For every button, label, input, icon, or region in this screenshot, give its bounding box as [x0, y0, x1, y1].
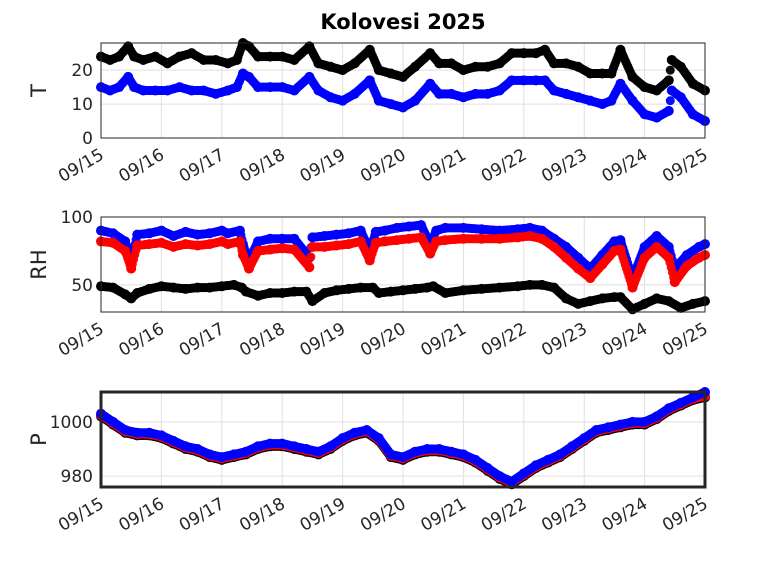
x-tick-label: 09/19: [297, 494, 349, 536]
panel-relative-humidity: 09/15 09/16 09/17 09/18 09/19 09/20 09/21 09/22…: [27, 208, 712, 361]
x-tick-label: 09/15: [55, 494, 107, 536]
y-axis-label: P: [27, 433, 51, 446]
x-tick-label: 09/24: [599, 319, 651, 361]
x-tick-label: 09/17: [176, 319, 228, 361]
x-tick-label: 09/19: [297, 319, 349, 361]
x-tick-label: 09/22: [478, 494, 530, 536]
x-tick-label: 09/25: [659, 319, 711, 361]
trace-marker: [665, 65, 675, 75]
panel-pressure: 09/15 09/16 09/17 09/18 09/19 09/20 09/21 09/22…: [27, 387, 712, 536]
y-tick-label: 50: [71, 276, 93, 296]
x-tick-label: 09/20: [357, 494, 409, 536]
x-tick-label: 09/19: [297, 145, 349, 187]
series-blue: [96, 68, 710, 127]
x-tick-label: 09/17: [176, 494, 228, 536]
x-tick-label: 09/17: [176, 145, 228, 187]
x-tick-label: 09/23: [538, 319, 590, 361]
trace-marker: [306, 252, 316, 262]
x-tick-label: 09/15: [55, 319, 107, 361]
x-tick-label: 09/15: [55, 145, 107, 187]
y-tick-label: 980: [61, 467, 93, 487]
trace-marker: [665, 96, 675, 106]
chart-title: Kolovesi 2025: [320, 10, 485, 34]
y-axis-label: RH: [27, 249, 51, 279]
x-tick-label: 09/16: [115, 319, 167, 361]
y-tick-label: 100: [61, 208, 93, 228]
trace-marker: [304, 262, 314, 272]
x-tick-label: 09/18: [236, 145, 288, 187]
series-black: [96, 38, 710, 96]
y-axis-label: T: [27, 84, 51, 98]
panel-temperature: 09/15 09/16 09/17 09/18 09/19 09/20 09/21 09/22…: [27, 38, 712, 187]
trace-marker: [664, 75, 674, 85]
series-blue: [96, 220, 710, 284]
x-tick-label: 09/20: [357, 319, 409, 361]
x-tick-label: 09/20: [357, 145, 409, 187]
y-tick-label: 20: [71, 61, 93, 81]
x-tick-label: 09/16: [115, 145, 167, 187]
x-tick-label: 09/21: [417, 319, 469, 361]
x-tick-label: 09/18: [236, 494, 288, 536]
series-red: [96, 231, 710, 293]
x-tick-label: 09/21: [417, 494, 469, 536]
y-tick-label: 0: [82, 129, 93, 149]
x-tick-label: 09/25: [659, 145, 711, 187]
x-tick-label: 09/22: [478, 319, 530, 361]
x-tick-label: 09/18: [236, 319, 288, 361]
x-tick-label: 09/24: [599, 494, 651, 536]
x-tick-label: 09/16: [115, 494, 167, 536]
x-tick-label: 09/24: [599, 145, 651, 187]
y-tick-label: 1000: [50, 413, 93, 433]
y-tick-label: 10: [71, 95, 93, 115]
x-tick-label: 09/22: [478, 145, 530, 187]
trace-marker: [664, 106, 674, 116]
x-tick-label: 09/25: [659, 494, 711, 536]
x-tick-label: 09/23: [538, 145, 590, 187]
axes-frame: [100, 42, 706, 139]
x-tick-label: 09/21: [417, 145, 469, 187]
x-tick-label: 09/23: [538, 494, 590, 536]
